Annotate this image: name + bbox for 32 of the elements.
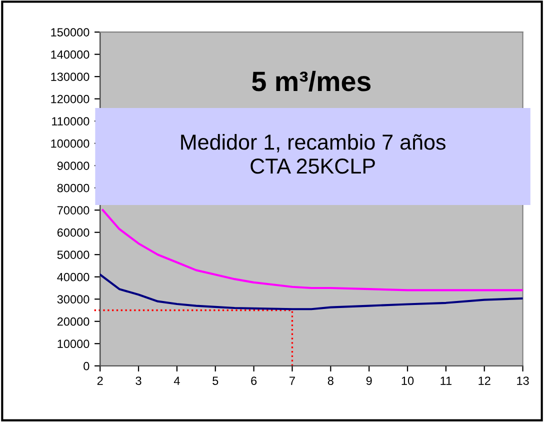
y-tick-label: 30000 (57, 295, 90, 304)
y-tick-label: 140000 (51, 50, 90, 59)
x-tick-label: 2 (97, 376, 103, 385)
y-tick-label: 50000 (57, 250, 90, 259)
line-series (102, 209, 523, 292)
y-tick-label: 20000 (57, 317, 90, 326)
y-tick-label: 80000 (57, 184, 90, 192)
x-tick-label: 3 (136, 376, 142, 385)
x-tick-label: 5 (212, 376, 218, 385)
line-series (100, 274, 523, 310)
y-tick-label: 10000 (58, 340, 90, 348)
y-tick-label: 120000 (51, 94, 90, 104)
x-tick-label: 7 (290, 376, 295, 385)
y-tick-label: 100000 (51, 139, 90, 148)
x-tick-label: 4 (174, 376, 180, 385)
x-tick-label: 13 (517, 376, 529, 385)
x-tick-label: 6 (251, 376, 257, 385)
y-tick-label: 110000 (52, 117, 90, 126)
text: 5 m³/mes (252, 70, 371, 92)
y-tick-label: 60000 (57, 228, 90, 237)
y-tick-label: 130000 (51, 72, 90, 81)
x-tick-label: 12 (478, 376, 490, 385)
y-tick-label: 40000 (57, 272, 90, 282)
y-tick-label: 90000 (57, 162, 90, 170)
annotation: Medidor 1, recambio 7 años CTA 25KCLP (181, 134, 446, 174)
y-tick-label: 0 (84, 362, 90, 370)
x-tick-label: 8 (328, 376, 334, 385)
x-tick-label: 10 (402, 376, 414, 385)
x-tick-label: 9 (366, 376, 372, 385)
y-tick-label: 150000 (51, 28, 90, 36)
y-tick-label: 70000 (57, 206, 90, 214)
x-tick-label: 11 (440, 376, 452, 385)
